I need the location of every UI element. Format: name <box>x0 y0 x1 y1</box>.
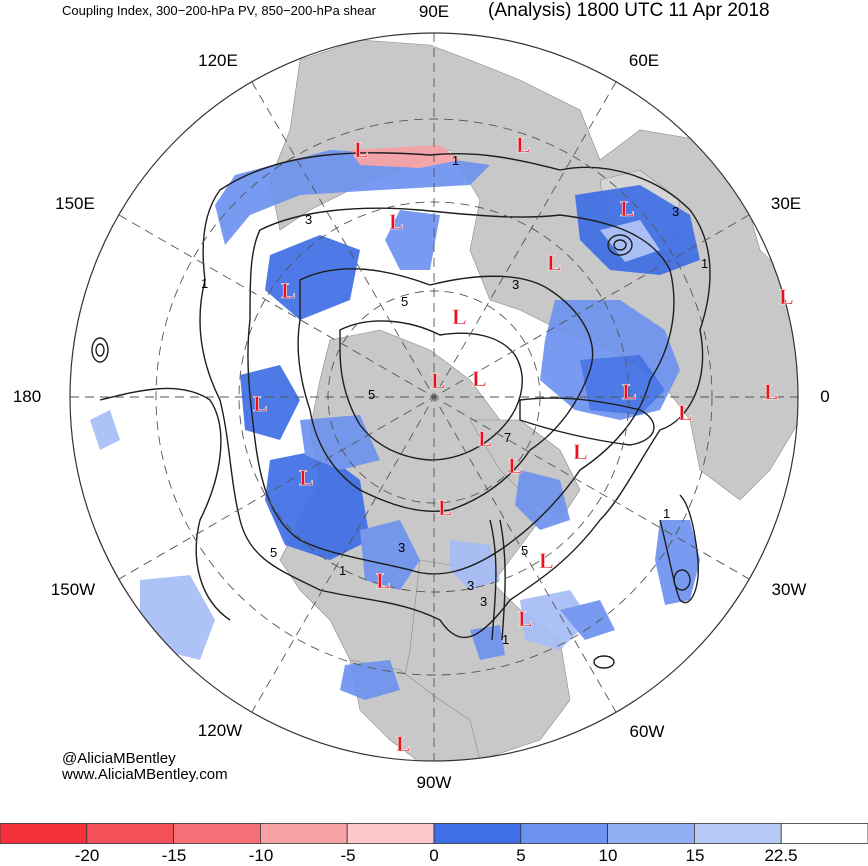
low-marker: L <box>438 495 453 520</box>
contour-label: 3 <box>672 204 679 219</box>
colorbar-tick-label: -20 <box>74 846 100 865</box>
low-marker: L <box>622 379 637 404</box>
contour-label: 1 <box>663 506 670 521</box>
lon-label-90w: 90W <box>416 773 452 792</box>
contour-label: 3 <box>467 578 474 593</box>
colorbar-bin <box>86 823 175 844</box>
lon-label-90e: 90E <box>418 2 450 21</box>
contour-label: 1 <box>201 276 208 291</box>
low-marker: L <box>281 278 296 303</box>
polar-map: 1 3 3 5 5 3 7 3 5 5 3 1 1 1 3 1 1 L L L … <box>69 32 799 762</box>
colorbar-bin <box>694 823 782 844</box>
lon-label-150e: 150E <box>55 194 95 213</box>
colorbar-tick-label: 5 <box>516 846 526 865</box>
contour-label: 1 <box>452 153 459 168</box>
low-marker: L <box>354 137 369 162</box>
lon-label-60w: 60W <box>629 722 665 741</box>
lon-label-30e: 30E <box>770 194 802 213</box>
low-marker: L <box>547 250 562 275</box>
contour-label: 3 <box>512 277 519 292</box>
lon-label-120w: 120W <box>197 721 243 740</box>
contour-label: 3 <box>398 540 405 555</box>
map-subtitle: Coupling Index, 300−200-hPa PV, 850−200-… <box>62 3 376 18</box>
contour-label: 5 <box>270 545 277 560</box>
colorbar-bin <box>520 823 608 844</box>
low-marker: L <box>253 391 268 416</box>
colorbar-bin <box>346 823 435 844</box>
colorbar-tick-label: 0 <box>429 846 439 865</box>
low-marker: L <box>779 284 794 309</box>
low-marker: L <box>508 453 523 478</box>
contour-label: 5 <box>521 543 528 558</box>
low-markers: L L L L L L L L L L L L L L L L L L L L … <box>253 132 794 757</box>
lon-label-30w: 30W <box>771 580 807 599</box>
coupling-index-shading <box>90 145 700 700</box>
contour-label: 3 <box>305 212 312 227</box>
low-marker: L <box>539 548 554 573</box>
colorbar-tick-label: -5 <box>340 846 356 865</box>
colorbar-bin <box>433 823 522 844</box>
contour-label: 1 <box>502 632 509 647</box>
pv-contours <box>91 152 711 669</box>
colorbar-tick-label: 15 <box>685 846 705 865</box>
low-marker: L <box>389 209 404 234</box>
colorbar-tick-label: 22.5 <box>764 846 798 865</box>
lon-label-0: 0 <box>820 387 830 406</box>
credit-handle: @AliciaMBentley <box>62 750 176 767</box>
colorbar-bin <box>607 823 695 844</box>
map-title: (Analysis) 1800 UTC 11 Apr 2018 <box>488 0 770 21</box>
colorbar-tick-label: 10 <box>598 846 618 865</box>
low-marker: L <box>764 379 779 404</box>
colorbar-bin <box>259 823 348 844</box>
low-marker: L <box>396 731 411 756</box>
colorbar-bin <box>780 823 868 844</box>
colorbar <box>0 823 868 844</box>
lon-label-150w: 150W <box>50 580 96 599</box>
contour-label: 3 <box>480 594 487 609</box>
contour-label: 1 <box>339 563 346 578</box>
low-marker: L <box>376 568 391 593</box>
low-marker: L <box>472 366 487 391</box>
low-marker: L <box>620 196 635 221</box>
colorbar-bin <box>173 823 261 844</box>
lon-label-120e: 120E <box>198 51 238 70</box>
lon-label-180: 180 <box>12 387 42 406</box>
low-marker: L <box>518 606 533 631</box>
low-marker: L <box>573 439 588 464</box>
low-marker: L <box>452 304 467 329</box>
contour-label: 5 <box>368 387 375 402</box>
credit-website: www.AliciaMBentley.com <box>62 766 228 783</box>
colorbar-tick-label: -10 <box>248 846 274 865</box>
low-marker: L <box>516 132 531 157</box>
low-marker: L <box>478 426 493 451</box>
contour-label: 1 <box>701 256 708 271</box>
lat-lon-grid <box>70 33 798 761</box>
contour-label: 5 <box>401 294 408 309</box>
lon-label-60e: 60E <box>628 51 660 70</box>
contour-label: 7 <box>504 430 511 445</box>
low-marker: L <box>678 400 693 425</box>
colorbar-bin <box>0 823 88 844</box>
low-marker: L <box>431 368 446 393</box>
colorbar-tick-label: -15 <box>161 846 187 865</box>
contour-labels: 1 3 3 5 5 3 7 3 5 5 3 1 1 1 3 1 1 <box>201 153 708 647</box>
low-marker: L <box>299 465 314 490</box>
